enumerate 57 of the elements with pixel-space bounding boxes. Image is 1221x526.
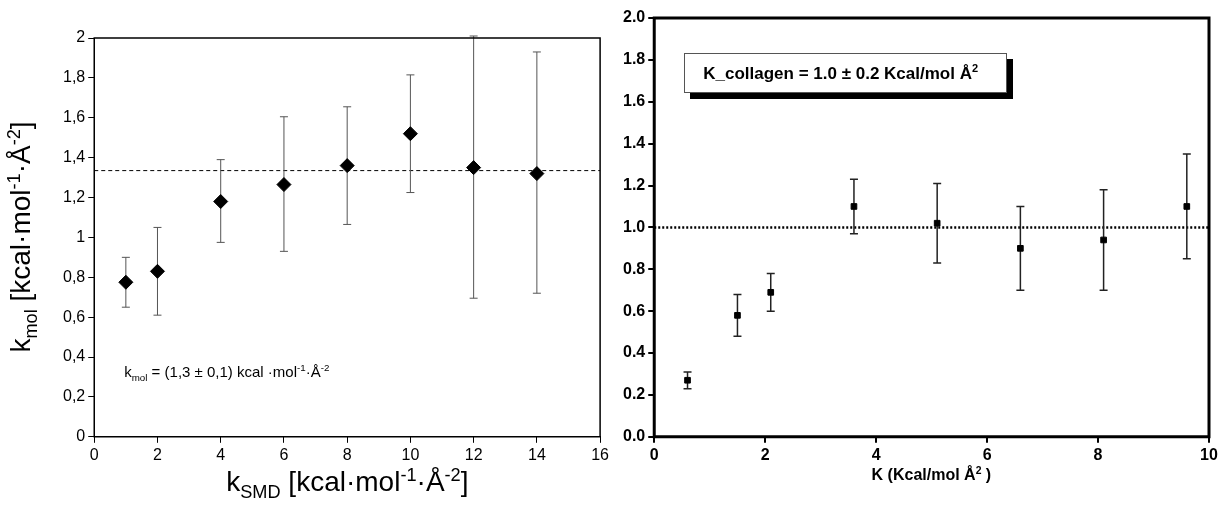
y-tick-label: 1,4 <box>62 148 86 166</box>
x-tick-label: 4 <box>216 445 226 463</box>
x-tick-label: 0 <box>649 445 659 463</box>
y-tick-label: 1.0 <box>622 217 646 235</box>
x-axis-title: k$_{SMD}$ [kcal·mol$^{-1}$·Å$^{-2}$] <box>226 464 469 503</box>
y-tick-label: 0.4 <box>622 343 646 361</box>
y-tick-label: 0 <box>76 427 86 445</box>
y-tick-label: 1,2 <box>62 187 86 205</box>
point <box>529 166 545 182</box>
annotation: K_collagen = 1.0 ± 0.2 Kcal/mol Å$^{2}$ <box>684 53 1008 93</box>
annotation: k$_{mol}$ = (1,3 ± 0,1) kcal ·mol$^{-1}$·Å$^{-2}$ <box>124 361 330 383</box>
x-tick-label: 4 <box>871 445 881 463</box>
point <box>767 288 775 296</box>
x-tick-label: 6 <box>279 445 289 463</box>
y-tick-label: 1.4 <box>622 134 646 152</box>
x-tick-label: 10 <box>1200 445 1218 463</box>
y-tick-label: 0,8 <box>62 267 86 285</box>
y-tick-label: 2 <box>76 28 86 46</box>
point <box>1183 203 1191 210</box>
x-tick-label: 16 <box>591 445 610 463</box>
y-tick-label: 1,6 <box>62 108 86 126</box>
y-tick-label: 0.8 <box>622 259 646 277</box>
y-tick-label: 1.6 <box>622 92 646 110</box>
point <box>684 376 691 384</box>
x-tick-label: 14 <box>527 445 546 463</box>
x-axis-title: K (Kcal/mol Å$^{2}$ ) <box>871 464 992 485</box>
point <box>276 177 292 193</box>
x-tick-label: 2 <box>153 445 163 463</box>
point <box>149 263 165 279</box>
point <box>118 274 134 290</box>
y-tick-label: 1.2 <box>622 175 646 193</box>
point <box>933 219 941 227</box>
y-tick-label: 0.2 <box>622 385 646 403</box>
y-tick-label: 2.0 <box>622 8 646 26</box>
y-tick-label: 1.8 <box>622 50 646 68</box>
x-tick-label: 6 <box>982 445 992 463</box>
point <box>1017 245 1024 252</box>
x-tick-label: 2 <box>760 445 770 463</box>
point <box>339 158 355 174</box>
x-tick-label: 0 <box>89 445 99 463</box>
y-tick-label: 0.6 <box>622 301 646 319</box>
x-tick-label: 8 <box>342 445 352 463</box>
y-tick-label: 1 <box>76 227 86 245</box>
y-tick-label: 0,4 <box>62 347 86 365</box>
x-tick-label: 10 <box>401 445 420 463</box>
y-tick-label: 1,8 <box>62 68 86 86</box>
point <box>734 312 741 319</box>
point <box>213 194 229 210</box>
point <box>850 203 858 210</box>
x-tick-label: 8 <box>1093 445 1103 463</box>
point <box>402 126 418 142</box>
point <box>466 160 482 176</box>
y-tick-label: 0.0 <box>622 427 646 445</box>
point <box>1100 236 1107 244</box>
y-tick-label: 0,6 <box>62 307 86 325</box>
x-tick-label: 12 <box>464 445 483 463</box>
y-tick-label: 0,2 <box>62 387 86 405</box>
